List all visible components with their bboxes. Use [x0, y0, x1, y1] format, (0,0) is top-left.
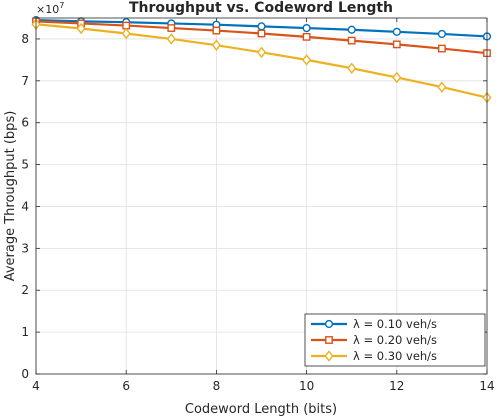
legend-marker	[324, 319, 334, 329]
y-exponent-label: ×107	[36, 1, 64, 16]
series-point	[211, 39, 221, 51]
series-point	[347, 62, 357, 74]
legend-label: λ = 0.30 veh/s	[353, 349, 437, 363]
y-tick-label: 4	[21, 199, 29, 213]
legend-entry: λ = 0.20 veh/s	[311, 333, 437, 347]
x-tick-label: 10	[299, 379, 314, 393]
x-axis-label: Codeword Length (bits)	[185, 402, 337, 417]
series-point	[257, 29, 266, 38]
series-point	[392, 71, 402, 84]
x-tick-label: 6	[122, 379, 130, 393]
y-axis-label: Average Throughput (bps)	[3, 111, 18, 282]
y-exponent-power: 7	[59, 1, 64, 10]
series-point	[302, 23, 311, 33]
series-point	[121, 27, 131, 40]
series-point	[302, 54, 312, 66]
y-tick-label: 6	[21, 116, 29, 130]
series-point	[302, 32, 311, 41]
series-point	[76, 22, 86, 35]
series-point	[392, 40, 401, 49]
series-point	[167, 24, 176, 32]
series-point	[256, 46, 267, 59]
legend-marker	[325, 336, 333, 344]
y-tick-label: 8	[21, 32, 29, 46]
series-point	[257, 22, 266, 31]
series-layer	[31, 15, 492, 104]
x-tick-label: 8	[213, 379, 221, 393]
series-3	[31, 18, 492, 104]
chart-title: Throughput vs. Codeword Length	[129, 0, 393, 16]
series-point	[437, 81, 447, 93]
plot-frame	[35, 17, 488, 375]
grid	[35, 18, 488, 375]
series-point	[438, 44, 446, 53]
y-tick-label: 2	[21, 283, 29, 297]
y-tick-label: 5	[21, 158, 29, 172]
legend-entry: λ = 0.10 veh/s	[311, 317, 437, 331]
series-point	[347, 25, 356, 34]
y-tick-label: 1	[21, 325, 29, 339]
x-tick-label: 12	[389, 379, 404, 393]
series-point	[392, 27, 401, 36]
series-point	[347, 36, 356, 45]
legend-marker	[324, 350, 334, 362]
series-point	[166, 33, 176, 45]
series-point	[437, 29, 447, 39]
legend: λ = 0.10 veh/s λ = 0.20 veh/s λ = 0.30 veh…	[304, 313, 486, 367]
x-tick-label: 4	[32, 379, 40, 393]
y-exponent-base: ×10	[36, 3, 59, 16]
y-tick-label: 0	[21, 367, 29, 381]
x-tick-label: 14	[479, 379, 494, 393]
y-tick-label: 7	[21, 74, 29, 88]
series-point	[212, 26, 221, 35]
legend-label: λ = 0.10 veh/s	[353, 317, 437, 331]
legend-entry: λ = 0.30 veh/s	[311, 349, 437, 363]
legend-label: λ = 0.20 veh/s	[353, 333, 437, 347]
y-tick-label: 3	[21, 241, 29, 255]
